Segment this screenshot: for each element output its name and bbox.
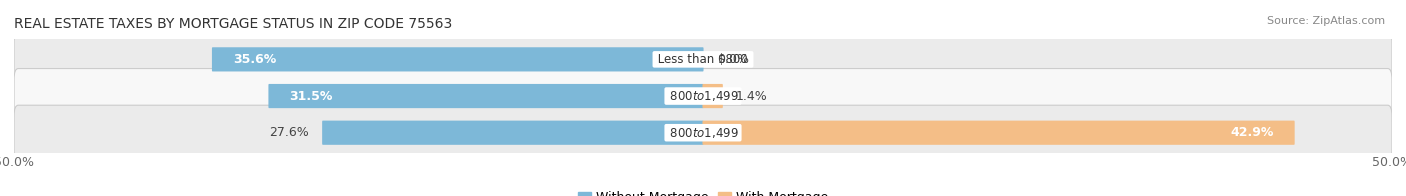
Text: 35.6%: 35.6%	[233, 53, 277, 66]
FancyBboxPatch shape	[14, 105, 1392, 160]
Text: 31.5%: 31.5%	[290, 90, 333, 103]
Text: 27.6%: 27.6%	[269, 126, 309, 139]
FancyBboxPatch shape	[14, 32, 1392, 87]
Text: 1.4%: 1.4%	[737, 90, 768, 103]
Text: REAL ESTATE TAXES BY MORTGAGE STATUS IN ZIP CODE 75563: REAL ESTATE TAXES BY MORTGAGE STATUS IN …	[14, 17, 453, 31]
Text: $800 to $1,499: $800 to $1,499	[666, 89, 740, 103]
FancyBboxPatch shape	[269, 84, 703, 108]
FancyBboxPatch shape	[703, 84, 723, 108]
Text: $800 to $1,499: $800 to $1,499	[666, 126, 740, 140]
FancyBboxPatch shape	[703, 121, 1295, 145]
FancyBboxPatch shape	[212, 47, 703, 72]
FancyBboxPatch shape	[14, 69, 1392, 123]
FancyBboxPatch shape	[322, 121, 703, 145]
Legend: Without Mortgage, With Mortgage: Without Mortgage, With Mortgage	[574, 186, 832, 196]
Text: Less than $800: Less than $800	[654, 53, 752, 66]
Text: 0.0%: 0.0%	[717, 53, 749, 66]
Text: 42.9%: 42.9%	[1230, 126, 1274, 139]
Text: Source: ZipAtlas.com: Source: ZipAtlas.com	[1267, 16, 1385, 26]
